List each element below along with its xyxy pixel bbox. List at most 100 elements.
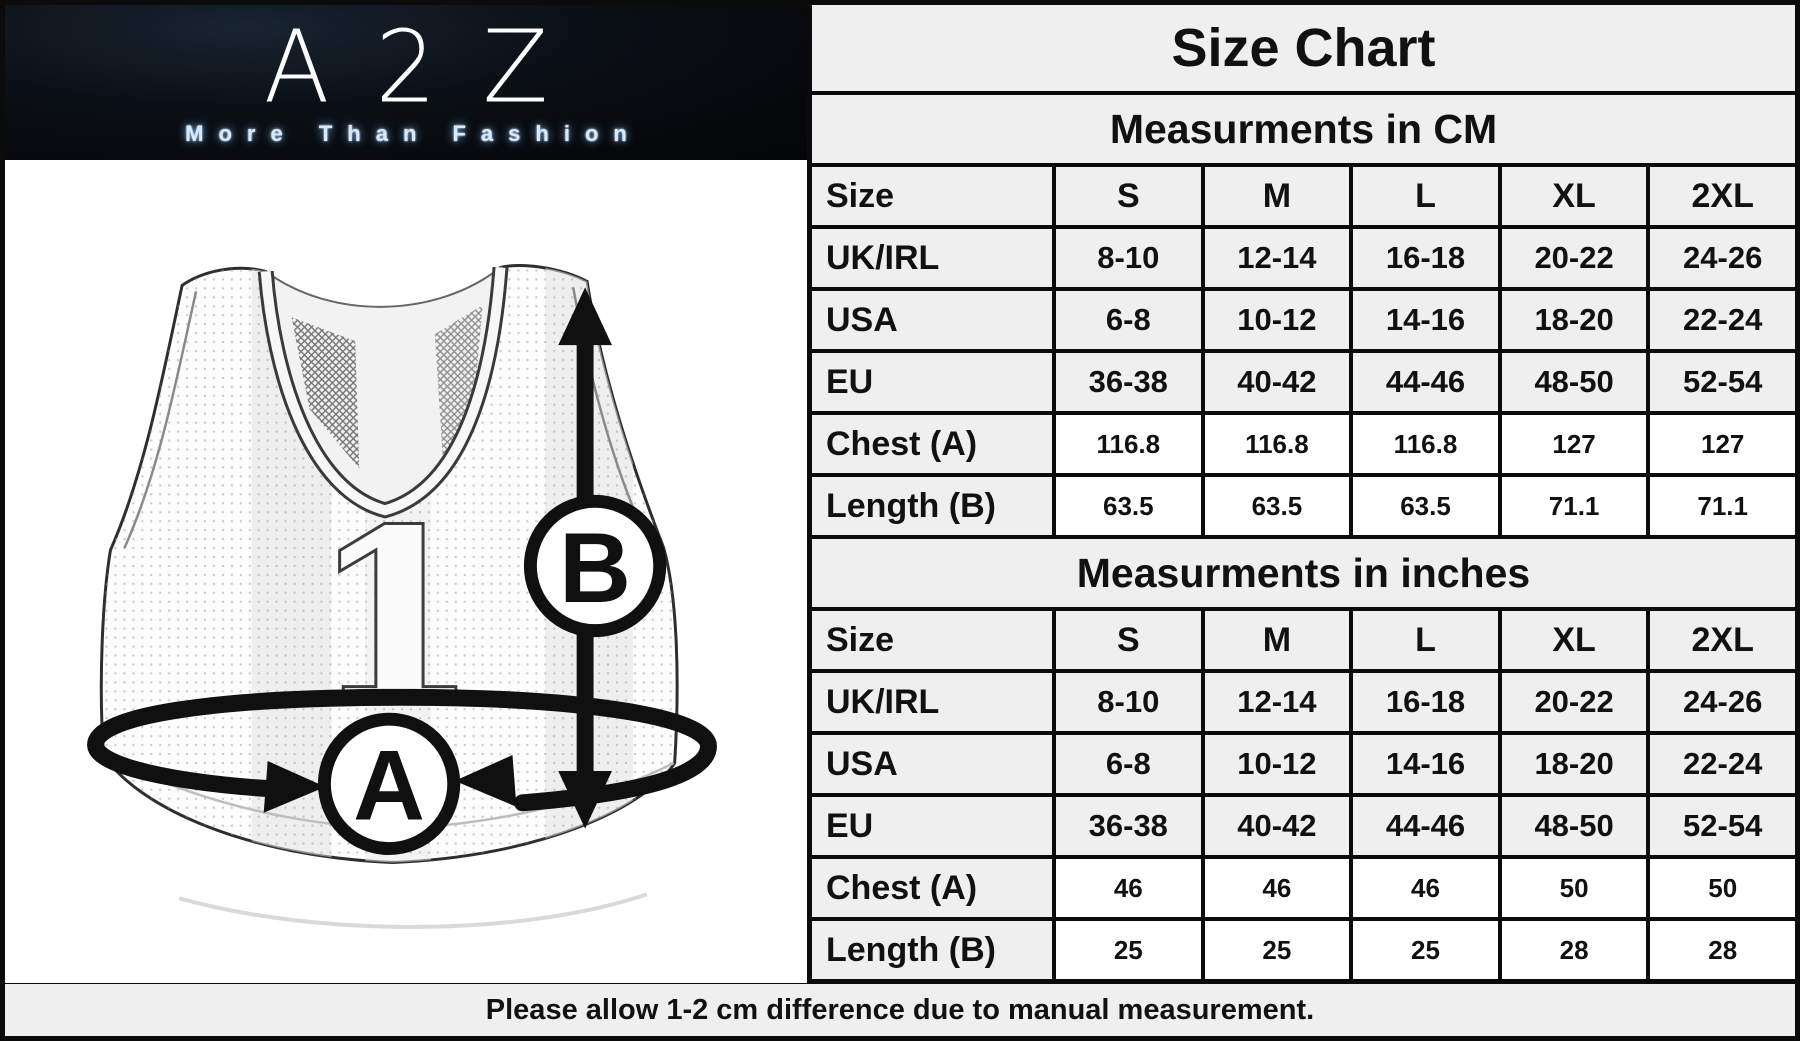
logo-banner: A2Z More Than Fashion (5, 5, 807, 160)
measurement-value: 46 (1349, 859, 1498, 917)
section-header-inches: Measurments in inches (812, 535, 1795, 607)
size-value: 40-42 (1200, 797, 1350, 855)
size-value: 14-16 (1349, 291, 1498, 349)
size-value: 18-20 (1497, 291, 1647, 349)
size-value: 6-8 (1052, 291, 1201, 349)
table-row-in-columns: Size S M L XL 2XL (812, 607, 1795, 669)
row-label: USA (812, 735, 1052, 793)
table-row-in-eu: EU 36-38 40-42 44-46 48-50 52-54 (812, 793, 1795, 855)
row-label: Chest (A) (812, 415, 1052, 473)
size-value: 8-10 (1052, 673, 1201, 731)
row-label: Length (B) (812, 477, 1052, 535)
size-value: 40-42 (1200, 353, 1350, 411)
measurement-value: 63.5 (1052, 477, 1201, 535)
measurement-value: 28 (1646, 921, 1795, 979)
size-value: 48-50 (1497, 797, 1647, 855)
size-value: 10-12 (1200, 735, 1350, 793)
size-value: 36-38 (1052, 797, 1201, 855)
measurement-value: 63.5 (1349, 477, 1498, 535)
table-row-cm-columns: Size S M L XL 2XL (812, 163, 1795, 225)
vest-measurement-diagram: 1 (87, 264, 717, 929)
column-header: 2XL (1646, 167, 1795, 225)
column-header: L (1349, 611, 1498, 669)
table-row-in-usa: USA 6-8 10-12 14-16 18-20 22-24 (812, 731, 1795, 793)
section-header-cm: Measurments in CM (812, 91, 1795, 163)
column-header: S (1052, 611, 1201, 669)
size-value: 20-22 (1497, 229, 1647, 287)
size-value: 12-14 (1200, 229, 1350, 287)
size-value: 22-24 (1646, 291, 1795, 349)
measurement-value: 50 (1646, 859, 1795, 917)
measurement-value: 63.5 (1200, 477, 1350, 535)
size-value: 10-12 (1200, 291, 1350, 349)
row-label: Chest (A) (812, 859, 1052, 917)
table-row-in-ukirl: UK/IRL 8-10 12-14 16-18 20-22 24-26 (812, 669, 1795, 731)
measurement-value: 25 (1349, 921, 1498, 979)
column-header: L (1349, 167, 1498, 225)
row-label: UK/IRL (812, 673, 1052, 731)
measurement-value: 71.1 (1646, 477, 1795, 535)
measurement-value: 25 (1052, 921, 1201, 979)
table-row-cm-ukirl: UK/IRL 8-10 12-14 16-18 20-22 24-26 (812, 225, 1795, 287)
size-value: 52-54 (1646, 797, 1795, 855)
measurement-note: Please allow 1-2 cm difference due to ma… (5, 979, 1795, 1036)
row-label: USA (812, 291, 1052, 349)
brand-logo-text: A2Z (263, 8, 595, 125)
table-row-cm-chest: Chest (A) 116.8 116.8 116.8 127 127 (812, 411, 1795, 473)
table-row-cm-length: Length (B) 63.5 63.5 63.5 71.1 71.1 (812, 473, 1795, 535)
table-row-in-chest: Chest (A) 46 46 46 50 50 (812, 855, 1795, 917)
size-value: 14-16 (1349, 735, 1498, 793)
column-header: XL (1497, 167, 1647, 225)
main-area: A2Z More Than Fashion (5, 5, 1795, 983)
measurement-value: 71.1 (1497, 477, 1647, 535)
measurement-value: 46 (1200, 859, 1350, 917)
size-value: 8-10 (1052, 229, 1201, 287)
chest-arrow (87, 688, 717, 813)
size-value: 22-24 (1646, 735, 1795, 793)
jersey-number: 1 (312, 479, 478, 759)
measurement-value: 46 (1052, 859, 1201, 917)
size-value: 6-8 (1052, 735, 1201, 793)
table-row-cm-usa: USA 6-8 10-12 14-16 18-20 22-24 (812, 287, 1795, 349)
table-row-in-length: Length (B) 25 25 25 28 28 (812, 917, 1795, 979)
length-label: B (559, 513, 631, 624)
column-header: M (1200, 167, 1350, 225)
size-value: 48-50 (1497, 353, 1647, 411)
size-value: 52-54 (1646, 353, 1795, 411)
column-header: 2XL (1646, 611, 1795, 669)
column-header: Size (812, 611, 1052, 669)
size-value: 36-38 (1052, 353, 1201, 411)
row-label: Length (B) (812, 921, 1052, 979)
row-label: EU (812, 353, 1052, 411)
column-header: S (1052, 167, 1201, 225)
size-value: 20-22 (1497, 673, 1647, 731)
column-header: XL (1497, 611, 1647, 669)
size-chart-panel: Size Chart Measurments in CM Size S M L … (812, 5, 1795, 979)
column-header: Size (812, 167, 1052, 225)
measurement-value: 25 (1200, 921, 1350, 979)
measurement-value: 50 (1497, 859, 1647, 917)
table-row-cm-eu: EU 36-38 40-42 44-46 48-50 52-54 (812, 349, 1795, 411)
chest-measure-badge: A (317, 712, 461, 856)
measurement-value: 28 (1497, 921, 1647, 979)
measurement-value: 116.8 (1052, 415, 1201, 473)
size-value: 16-18 (1349, 229, 1498, 287)
size-value: 12-14 (1200, 673, 1350, 731)
measurement-value: 116.8 (1349, 415, 1498, 473)
row-label: UK/IRL (812, 229, 1052, 287)
measurement-value: 116.8 (1200, 415, 1350, 473)
size-value: 44-46 (1349, 353, 1498, 411)
row-label: EU (812, 797, 1052, 855)
size-value: 44-46 (1349, 797, 1498, 855)
size-value: 24-26 (1646, 673, 1795, 731)
vest-illustration-panel: 1 (5, 160, 807, 983)
size-value: 24-26 (1646, 229, 1795, 287)
page-title: Size Chart (1171, 18, 1436, 78)
column-header: M (1200, 611, 1350, 669)
left-panel: A2Z More Than Fashion (5, 5, 812, 983)
measurement-value: 127 (1646, 415, 1795, 473)
size-value: 18-20 (1497, 735, 1647, 793)
length-measure-badge: B (523, 494, 667, 638)
measurement-value: 127 (1497, 415, 1647, 473)
